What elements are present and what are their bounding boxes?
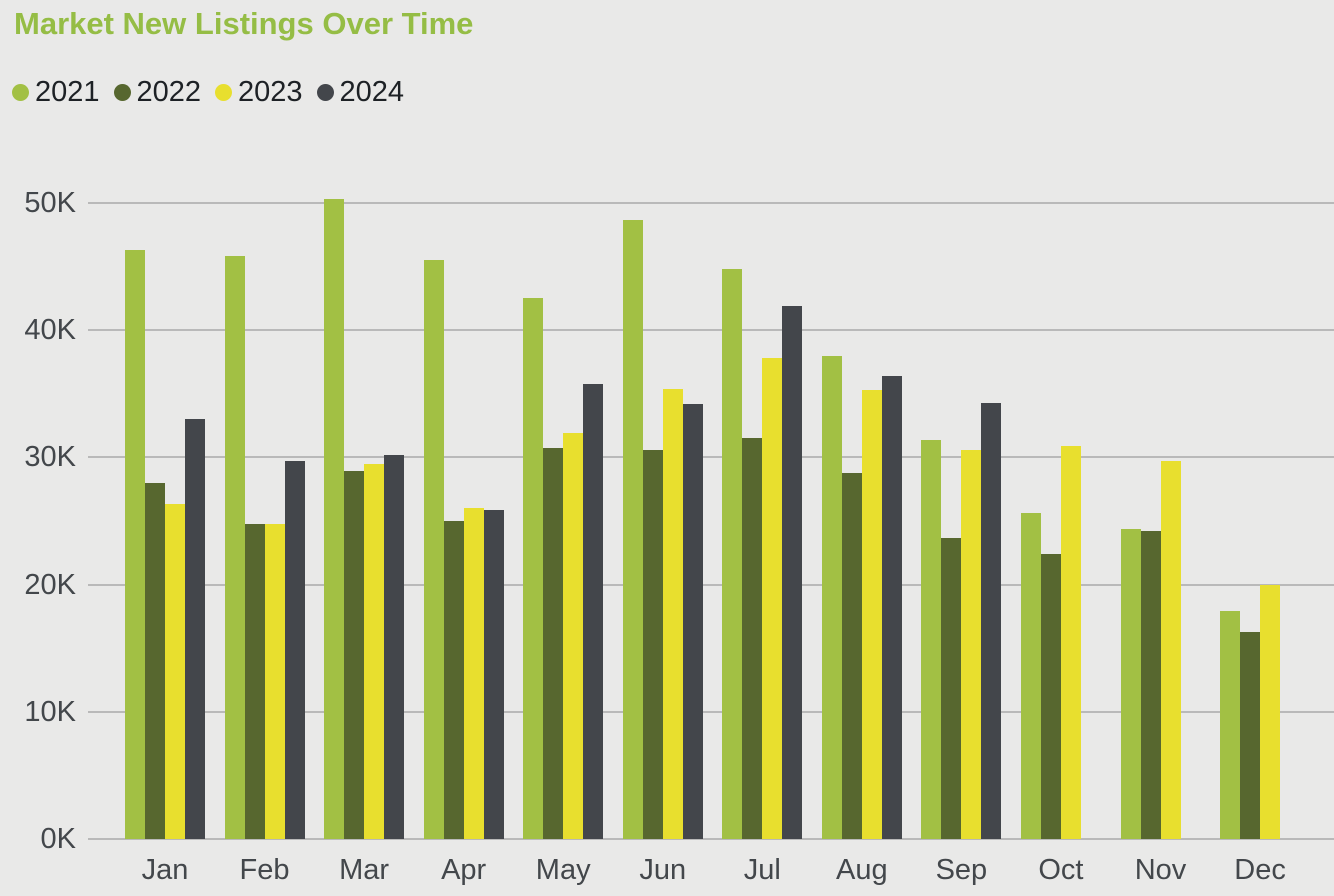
x-axis-label-apr: Apr (441, 854, 487, 886)
bar-2023-nov[interactable] (1161, 461, 1181, 839)
bar-2021-may[interactable] (523, 298, 543, 839)
bar-2023-sep[interactable] (961, 449, 981, 839)
bar-2022-jan[interactable] (145, 482, 165, 839)
bar-2021-dec[interactable] (1220, 611, 1240, 839)
legend-label-2024: 2024 (339, 76, 405, 108)
x-axis-label-mar: Mar (339, 854, 390, 886)
legend-dot-2022 (113, 84, 131, 101)
bar-2022-may[interactable] (543, 448, 563, 839)
bar-2021-jun[interactable] (623, 219, 643, 839)
legend-label-2023: 2023 (238, 76, 303, 108)
bar-2021-aug[interactable] (822, 355, 842, 839)
x-axis-label-jun: Jun (639, 854, 687, 886)
y-axis-tick-30K: 30K (24, 441, 76, 474)
bar-2021-nov[interactable] (1121, 528, 1141, 839)
bar-2024-jul[interactable] (782, 306, 802, 839)
bar-2024-jun[interactable] (683, 403, 703, 839)
gridline-50K (88, 202, 1334, 204)
legend-dot-2024 (316, 84, 334, 101)
x-axis-label-dec: Dec (1234, 854, 1286, 886)
legend-item-2022[interactable]: 2022 (113, 76, 202, 109)
bar-2023-apr[interactable] (464, 508, 484, 839)
bar-2023-aug[interactable] (862, 389, 882, 839)
bar-2021-mar[interactable] (324, 199, 344, 839)
bar-2023-jul[interactable] (762, 358, 782, 839)
legend-dot-2023 (215, 84, 233, 101)
bar-2022-dec[interactable] (1240, 631, 1260, 839)
bar-2022-aug[interactable] (842, 472, 862, 839)
y-axis-tick-0K: 0K (40, 823, 76, 855)
bar-2024-mar[interactable] (384, 454, 404, 839)
bar-2022-oct[interactable] (1041, 554, 1061, 839)
x-axis-label-feb: Feb (239, 854, 290, 886)
legend-item-2021[interactable]: 2021 (12, 76, 100, 109)
bar-2022-apr[interactable] (444, 521, 464, 839)
bar-2024-apr[interactable] (484, 509, 504, 839)
bar-2023-dec[interactable] (1260, 584, 1280, 839)
bar-2023-mar[interactable] (364, 463, 384, 839)
bar-2024-aug[interactable] (882, 375, 902, 839)
bar-2024-feb[interactable] (285, 461, 305, 839)
gridline-40K (88, 329, 1334, 332)
bar-2023-jun[interactable] (663, 388, 683, 839)
y-axis-tick-20K: 20K (24, 568, 76, 601)
legend-dot-2021 (12, 84, 29, 101)
gridline-10K (88, 710, 1334, 713)
bar-2021-sep[interactable] (921, 439, 941, 839)
bar-2021-jan[interactable] (125, 250, 145, 839)
legend-label-2021: 2021 (35, 76, 100, 108)
gridline-0K (88, 838, 1334, 840)
x-axis-label-oct: Oct (1038, 854, 1084, 886)
y-axis-tick-10K: 10K (24, 695, 76, 728)
y-axis-tick-40K: 40K (24, 314, 76, 347)
chart-title: Market New Listings Over Time (14, 6, 474, 41)
bar-2021-feb[interactable] (225, 256, 245, 839)
legend-item-2024[interactable]: 2024 (316, 76, 405, 109)
bar-2024-may[interactable] (583, 383, 603, 839)
gridline-30K (88, 456, 1334, 459)
x-axis-label-nov: Nov (1134, 854, 1187, 886)
bar-2021-oct[interactable] (1021, 513, 1041, 839)
x-axis-label-jan: Jan (141, 854, 189, 886)
legend-item-2023[interactable]: 2023 (215, 76, 303, 109)
bar-2023-oct[interactable] (1061, 445, 1081, 839)
bar-2024-sep[interactable] (981, 402, 1001, 839)
gridline-20K (88, 583, 1334, 586)
bar-2022-sep[interactable] (941, 537, 961, 839)
x-axis-label-jul: Jul (743, 854, 781, 886)
bar-2023-feb[interactable] (265, 523, 285, 839)
bar-2021-apr[interactable] (424, 260, 444, 839)
x-axis-label-sep: Sep (935, 854, 988, 886)
bar-2024-jan[interactable] (185, 419, 205, 839)
x-axis-label-aug: Aug (836, 854, 888, 886)
bar-2022-feb[interactable] (245, 523, 265, 839)
bar-2021-jul[interactable] (722, 269, 742, 839)
y-axis-tick-50K: 50K (24, 187, 76, 219)
bar-2023-may[interactable] (563, 433, 583, 839)
legend: 2021 2022 2023 2024 (12, 76, 404, 109)
x-axis-label-may: May (535, 854, 591, 886)
legend-label-2022: 2022 (136, 76, 202, 108)
bar-2022-jun[interactable] (643, 449, 663, 839)
bar-2022-nov[interactable] (1141, 531, 1161, 839)
bar-2022-jul[interactable] (742, 438, 762, 839)
bar-2022-mar[interactable] (344, 471, 364, 839)
bar-2023-jan[interactable] (165, 504, 185, 839)
